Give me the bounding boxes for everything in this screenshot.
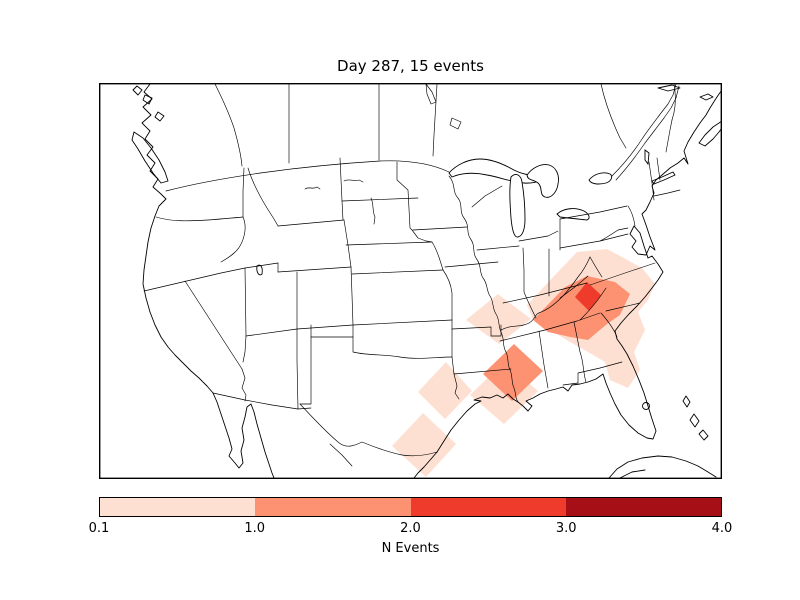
event-cell-tennessee-carolinas xyxy=(533,276,630,340)
long-island xyxy=(651,171,676,185)
colorbar-segment-3 xyxy=(410,498,566,516)
state-borders xyxy=(143,119,681,457)
vancouver-island xyxy=(131,131,169,184)
st-lawrence-river xyxy=(611,83,677,177)
coastlines xyxy=(131,83,722,479)
lake-champlain xyxy=(644,149,650,166)
gulf-and-atlantic-coast xyxy=(436,89,722,453)
us-map xyxy=(99,83,722,479)
map-frame xyxy=(99,83,722,479)
colorbar-segment-4 xyxy=(565,498,721,516)
lake-winnipeg xyxy=(425,83,437,105)
bc-alberta-border xyxy=(214,83,243,167)
event-cell-south-texas-coast xyxy=(392,413,456,477)
cuba-inner xyxy=(619,469,646,479)
nova-scotia xyxy=(698,120,722,147)
st-lawrence-river-2 xyxy=(615,85,680,181)
colorbar-tick-label: 2.0 xyxy=(400,521,421,536)
manitoba-ontario-border xyxy=(432,83,438,157)
mexico-gulf-coast xyxy=(413,451,438,479)
anticosti-island xyxy=(657,84,681,92)
great-lakes xyxy=(256,149,650,410)
prince-edward-island xyxy=(699,93,714,101)
colorbar-ticks: 0.1 1.0 2.0 3.0 4.0 xyxy=(89,521,733,539)
great-salt-lake xyxy=(256,264,263,276)
event-cell-mississippi-louisiana xyxy=(483,344,543,401)
ontario-quebec-border xyxy=(600,83,627,149)
colorbar-segment-1 xyxy=(100,498,256,516)
colorbar-tick-label: 3.0 xyxy=(555,521,577,536)
colorbar-tick-label: 1.0 xyxy=(244,521,266,536)
colorbar-tick-label: 0.1 xyxy=(88,521,110,536)
event-cell-western-north-carolina xyxy=(575,282,601,311)
canada-mexico-borders xyxy=(165,83,680,467)
colorbar-tick-label: 4.0 xyxy=(711,521,733,536)
event-cells-layer xyxy=(392,249,655,477)
bahamas xyxy=(682,395,709,441)
event-cell-arkansas xyxy=(466,294,531,344)
mexico-interior-line xyxy=(329,443,353,467)
colorbar xyxy=(99,497,722,517)
pacific-coast-and-baja xyxy=(141,83,275,479)
event-cell-east-texas xyxy=(418,362,472,419)
colorbar-axis-label: N Events xyxy=(381,541,440,556)
plot-title: Day 287, 15 events xyxy=(337,57,484,75)
lake-of-the-woods xyxy=(449,117,462,130)
new-brunswick-maine-border xyxy=(671,83,676,121)
cuba xyxy=(608,455,717,479)
colorbar-segment-2 xyxy=(255,498,411,516)
us-canada-border xyxy=(165,160,450,192)
bc-islets xyxy=(132,85,165,122)
